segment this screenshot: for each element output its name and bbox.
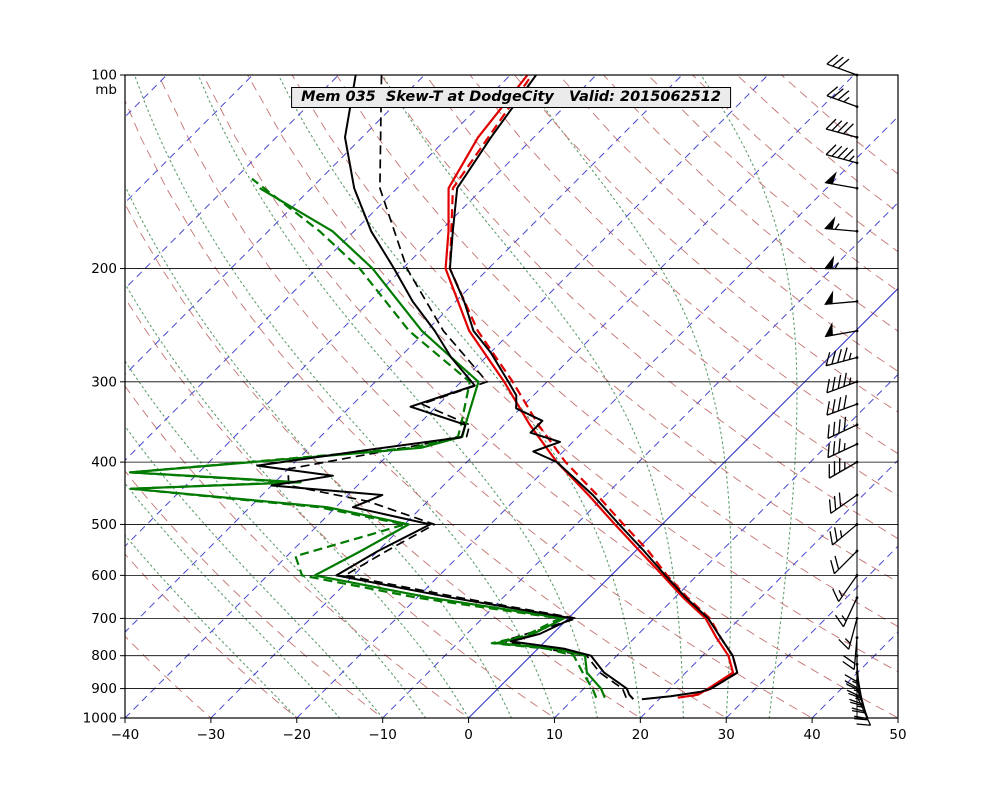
svg-text:10: 10 bbox=[546, 727, 563, 743]
svg-text:20: 20 bbox=[632, 727, 649, 743]
svg-text:30: 30 bbox=[718, 727, 735, 743]
svg-text:−40: −40 bbox=[111, 727, 140, 743]
svg-text:500: 500 bbox=[91, 517, 117, 533]
dry-adiabats bbox=[125, 75, 898, 718]
plot-border bbox=[124, 74, 899, 719]
temperature-black-solid bbox=[448, 75, 739, 701]
svg-text:800: 800 bbox=[91, 648, 117, 664]
chart-title: Mem 035 Skew-T at DodgeCity Valid: 20150… bbox=[301, 89, 721, 105]
svg-text:400: 400 bbox=[91, 455, 117, 471]
svg-text:700: 700 bbox=[91, 611, 117, 627]
svg-text:50: 50 bbox=[889, 727, 906, 743]
wind-barbs bbox=[823, 54, 872, 726]
svg-text:1000: 1000 bbox=[83, 711, 117, 727]
svg-text:600: 600 bbox=[91, 568, 117, 584]
svg-text:100: 100 bbox=[91, 68, 117, 84]
moist-adiabats bbox=[125, 75, 798, 718]
svg-text:40: 40 bbox=[804, 727, 821, 743]
svg-text:0: 0 bbox=[464, 727, 473, 743]
svg-text:−30: −30 bbox=[197, 727, 226, 743]
svg-text:mb: mb bbox=[95, 82, 117, 98]
dewpoint-black-solid bbox=[256, 75, 635, 700]
svg-text:−20: −20 bbox=[283, 727, 312, 743]
temperature-mem035-dashed bbox=[448, 75, 739, 698]
svg-text:−10: −10 bbox=[368, 727, 397, 743]
dewpoint-mem035-dashed bbox=[129, 177, 598, 699]
chart-title-box: Mem 035 Skew-T at DodgeCity Valid: 20150… bbox=[291, 87, 731, 108]
dewpoint-mem035-solid bbox=[129, 187, 606, 699]
svg-text:200: 200 bbox=[91, 261, 117, 277]
svg-text:300: 300 bbox=[91, 374, 117, 390]
axis-ticks bbox=[120, 74, 899, 723]
svg-text:900: 900 bbox=[91, 681, 117, 697]
isotherms bbox=[125, 75, 898, 718]
sounding-lines bbox=[129, 75, 739, 701]
background-lines bbox=[125, 75, 898, 718]
temperature-mem035-solid bbox=[444, 75, 735, 699]
